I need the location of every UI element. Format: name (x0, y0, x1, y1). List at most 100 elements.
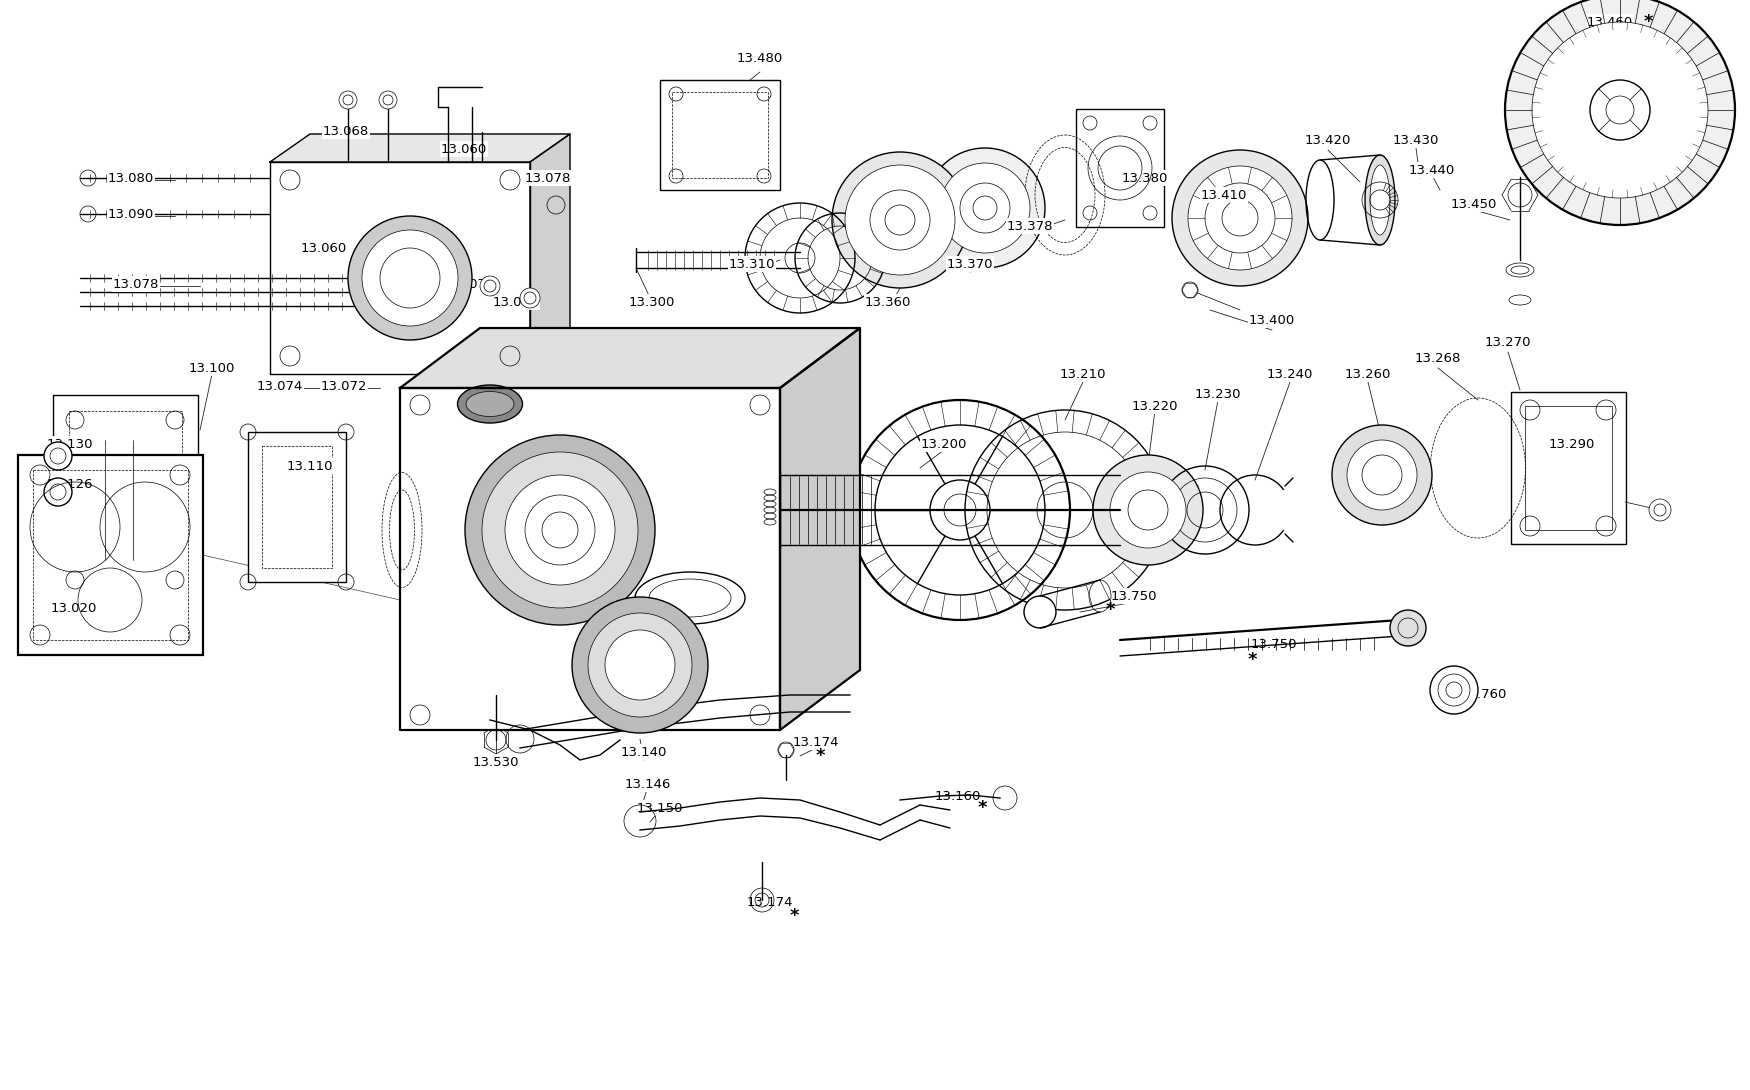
Circle shape (520, 288, 541, 308)
Text: 13.760: 13.760 (1461, 688, 1507, 701)
Text: 13.380: 13.380 (1122, 171, 1169, 184)
Circle shape (1024, 596, 1055, 628)
Text: 13.068: 13.068 (324, 124, 369, 137)
Polygon shape (401, 388, 780, 730)
Text: 13.750: 13.750 (1251, 638, 1297, 651)
Text: 13.050: 13.050 (707, 600, 752, 613)
Text: 13.270: 13.270 (1484, 336, 1531, 349)
Text: 13.150: 13.150 (637, 801, 682, 814)
Circle shape (1390, 610, 1426, 646)
Circle shape (1648, 499, 1671, 521)
Text: *: * (789, 907, 798, 925)
Text: 13.080: 13.080 (108, 171, 154, 184)
Circle shape (845, 165, 956, 275)
Text: 13.140: 13.140 (621, 746, 667, 759)
Ellipse shape (635, 572, 746, 623)
Ellipse shape (457, 385, 523, 423)
Circle shape (1094, 455, 1202, 565)
Text: 13.072: 13.072 (493, 295, 539, 308)
Text: 13.174: 13.174 (747, 896, 793, 908)
Text: 13.174: 13.174 (793, 736, 840, 749)
Circle shape (348, 216, 472, 340)
Text: 13.268: 13.268 (1414, 351, 1461, 364)
Bar (672, 92, 768, 178)
Circle shape (831, 152, 968, 288)
Circle shape (1430, 666, 1479, 714)
Text: 13.750: 13.750 (1111, 590, 1157, 603)
Text: 13.378: 13.378 (1006, 219, 1054, 232)
Text: 13.210: 13.210 (1060, 367, 1106, 380)
Circle shape (466, 435, 654, 625)
Polygon shape (270, 134, 570, 162)
Circle shape (480, 276, 500, 296)
Bar (33, 470, 187, 640)
Polygon shape (780, 328, 859, 730)
Text: *: * (534, 382, 542, 399)
Text: 13.410: 13.410 (1200, 189, 1248, 202)
Circle shape (1505, 0, 1734, 225)
Circle shape (1110, 472, 1186, 548)
Text: 13.078: 13.078 (525, 171, 570, 184)
Text: 13.660: 13.660 (474, 388, 522, 400)
Text: 13.074: 13.074 (448, 278, 495, 291)
Bar (52, 395, 198, 605)
Bar (1510, 392, 1626, 544)
Polygon shape (401, 328, 859, 388)
Text: 13.072: 13.072 (320, 379, 368, 392)
Bar (1524, 405, 1612, 530)
Text: 13.020: 13.020 (51, 602, 98, 615)
Text: 13.160: 13.160 (934, 789, 982, 802)
Circle shape (1348, 440, 1418, 510)
Circle shape (44, 479, 72, 506)
Circle shape (1181, 282, 1199, 298)
Text: 13.146: 13.146 (625, 777, 672, 790)
Text: 13.230: 13.230 (1195, 388, 1241, 400)
Text: 13.450: 13.450 (1451, 197, 1498, 210)
Text: 13.190: 13.190 (791, 473, 838, 486)
Text: 13.060: 13.060 (441, 143, 487, 156)
Text: 13.130: 13.130 (47, 437, 93, 450)
Circle shape (1531, 22, 1708, 198)
Text: 13.194: 13.194 (791, 456, 838, 469)
Text: 13.360: 13.360 (864, 295, 912, 308)
Text: 13.400: 13.400 (1250, 314, 1295, 327)
Circle shape (1188, 166, 1292, 270)
Circle shape (380, 90, 397, 109)
Text: 13.060: 13.060 (301, 242, 347, 254)
Circle shape (1172, 150, 1307, 286)
Circle shape (506, 475, 614, 585)
Text: 13.440: 13.440 (1409, 164, 1456, 177)
Text: 13.200: 13.200 (920, 437, 968, 450)
Text: 13.480: 13.480 (737, 51, 784, 64)
Text: 13.460: 13.460 (1587, 15, 1633, 28)
Text: 13.180: 13.180 (791, 492, 838, 505)
Circle shape (1332, 425, 1432, 525)
Text: *: * (977, 799, 987, 818)
Polygon shape (530, 134, 570, 374)
Polygon shape (270, 162, 530, 374)
Circle shape (606, 630, 676, 700)
Text: 13.126: 13.126 (47, 477, 93, 490)
Text: 13.430: 13.430 (1393, 133, 1438, 146)
Text: 13.240: 13.240 (1267, 367, 1312, 380)
Text: *: * (1248, 651, 1256, 669)
Text: *: * (816, 747, 824, 765)
Circle shape (340, 90, 357, 109)
Text: 13.074: 13.074 (257, 379, 303, 392)
Circle shape (481, 452, 639, 608)
Text: *: * (1106, 601, 1115, 619)
Text: 13.530: 13.530 (473, 755, 520, 768)
Text: 13.090: 13.090 (108, 207, 154, 220)
Text: 13.260: 13.260 (1344, 367, 1391, 380)
Circle shape (44, 443, 72, 470)
Ellipse shape (466, 391, 514, 416)
Text: 13.198: 13.198 (791, 437, 838, 450)
Circle shape (926, 148, 1045, 268)
Text: *: * (1643, 13, 1652, 31)
Text: 13.370: 13.370 (947, 257, 994, 270)
Text: 13.220: 13.220 (1132, 400, 1178, 412)
Ellipse shape (1365, 155, 1395, 245)
Bar (660, 80, 780, 190)
Circle shape (588, 613, 691, 717)
Text: 13.290: 13.290 (1549, 437, 1596, 450)
